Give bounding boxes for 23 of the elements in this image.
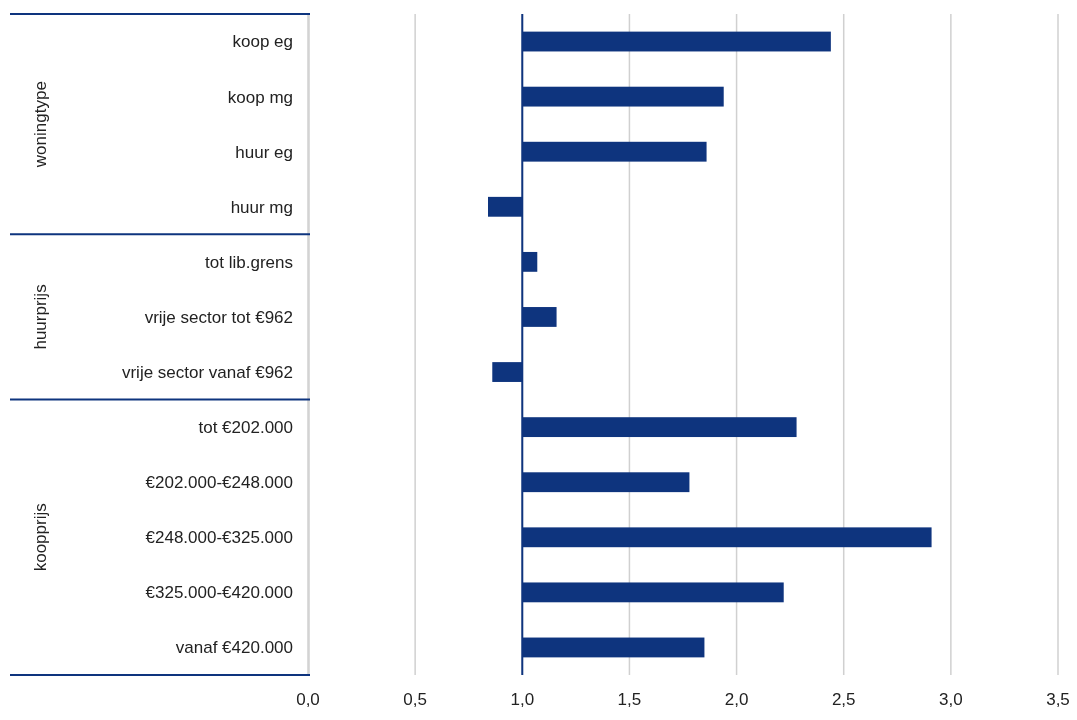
- text: woningtype: [30, 81, 50, 169]
- y-tick-label: tot lib.grens: [205, 252, 293, 272]
- x-tick-label: 1,0: [510, 690, 535, 709]
- x-tick-label: 3,0: [939, 690, 963, 709]
- y-tick-label: €325.000-€420.000: [145, 583, 293, 603]
- text: huurprijs: [30, 284, 50, 350]
- x-tick-label: 2,0: [724, 690, 749, 709]
- y-tick-label: huur eg: [235, 142, 293, 162]
- y-tick-label: vrije sector tot €962: [144, 307, 293, 327]
- x-tick-label: 3,5: [1046, 690, 1070, 709]
- y-tick-label: tot €202.000: [198, 418, 293, 438]
- y-tick-label: €202.000-€248.000: [145, 473, 293, 493]
- x-tick-label: 0,0: [296, 690, 320, 709]
- y-tick-label: koop mg: [227, 87, 293, 107]
- y-tick-label: koop eg: [232, 32, 293, 52]
- y-tick-label: huur mg: [230, 197, 293, 217]
- y-tick-label: vanaf €420.000: [175, 638, 293, 658]
- x-tick-label: 1,5: [617, 690, 642, 709]
- x-tick-label: 0,5: [403, 690, 427, 709]
- x-tick-label: 2,5: [831, 690, 856, 709]
- text: koopprijs: [30, 503, 50, 572]
- y-tick-label: vrije sector vanaf €962: [121, 362, 293, 382]
- y-tick-label: €248.000-€325.000: [145, 528, 293, 548]
